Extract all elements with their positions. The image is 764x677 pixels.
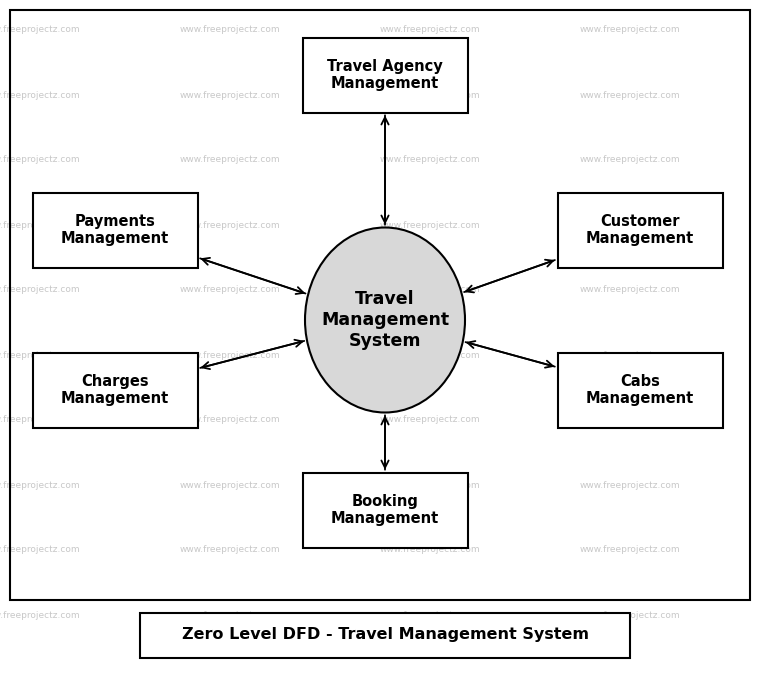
Text: Travel Agency
Management: Travel Agency Management: [327, 59, 443, 91]
Text: www.freeprojectz.com: www.freeprojectz.com: [380, 26, 481, 35]
Text: www.freeprojectz.com: www.freeprojectz.com: [0, 351, 81, 359]
Text: www.freeprojectz.com: www.freeprojectz.com: [380, 91, 481, 100]
Text: www.freeprojectz.com: www.freeprojectz.com: [180, 156, 280, 165]
Text: www.freeprojectz.com: www.freeprojectz.com: [380, 156, 481, 165]
Text: www.freeprojectz.com: www.freeprojectz.com: [380, 611, 481, 619]
Text: www.freeprojectz.com: www.freeprojectz.com: [0, 26, 81, 35]
Text: Payments
Management: Payments Management: [61, 214, 169, 246]
Text: www.freeprojectz.com: www.freeprojectz.com: [380, 416, 481, 424]
Text: www.freeprojectz.com: www.freeprojectz.com: [580, 26, 681, 35]
Text: Travel
Management
System: Travel Management System: [321, 290, 449, 350]
Bar: [33, 192, 198, 267]
Text: www.freeprojectz.com: www.freeprojectz.com: [380, 286, 481, 294]
Text: www.freeprojectz.com: www.freeprojectz.com: [0, 91, 81, 100]
Bar: [303, 473, 468, 548]
Text: www.freeprojectz.com: www.freeprojectz.com: [380, 351, 481, 359]
Text: Cabs
Management: Cabs Management: [586, 374, 694, 406]
Text: www.freeprojectz.com: www.freeprojectz.com: [180, 351, 280, 359]
Text: www.freeprojectz.com: www.freeprojectz.com: [0, 416, 81, 424]
Text: www.freeprojectz.com: www.freeprojectz.com: [180, 611, 280, 619]
Text: www.freeprojectz.com: www.freeprojectz.com: [0, 286, 81, 294]
Text: Zero Level DFD - Travel Management System: Zero Level DFD - Travel Management Syste…: [182, 628, 588, 642]
Text: www.freeprojectz.com: www.freeprojectz.com: [0, 546, 81, 554]
Text: www.freeprojectz.com: www.freeprojectz.com: [580, 546, 681, 554]
Text: www.freeprojectz.com: www.freeprojectz.com: [580, 286, 681, 294]
Text: www.freeprojectz.com: www.freeprojectz.com: [180, 26, 280, 35]
Text: www.freeprojectz.com: www.freeprojectz.com: [380, 546, 481, 554]
Bar: [140, 613, 630, 657]
Text: www.freeprojectz.com: www.freeprojectz.com: [580, 156, 681, 165]
Text: Customer
Management: Customer Management: [586, 214, 694, 246]
Text: www.freeprojectz.com: www.freeprojectz.com: [0, 481, 81, 489]
Text: www.freeprojectz.com: www.freeprojectz.com: [180, 286, 280, 294]
Text: www.freeprojectz.com: www.freeprojectz.com: [0, 156, 81, 165]
Text: www.freeprojectz.com: www.freeprojectz.com: [580, 351, 681, 359]
Ellipse shape: [305, 227, 465, 412]
Bar: [558, 192, 723, 267]
Text: www.freeprojectz.com: www.freeprojectz.com: [580, 416, 681, 424]
Text: www.freeprojectz.com: www.freeprojectz.com: [580, 91, 681, 100]
Text: www.freeprojectz.com: www.freeprojectz.com: [180, 546, 280, 554]
Text: Charges
Management: Charges Management: [61, 374, 169, 406]
Bar: [10, 10, 750, 600]
Bar: [303, 37, 468, 112]
Text: www.freeprojectz.com: www.freeprojectz.com: [180, 481, 280, 489]
Text: www.freeprojectz.com: www.freeprojectz.com: [180, 91, 280, 100]
Text: www.freeprojectz.com: www.freeprojectz.com: [0, 221, 81, 230]
Text: www.freeprojectz.com: www.freeprojectz.com: [180, 416, 280, 424]
Text: www.freeprojectz.com: www.freeprojectz.com: [0, 611, 81, 619]
Text: www.freeprojectz.com: www.freeprojectz.com: [380, 221, 481, 230]
Text: www.freeprojectz.com: www.freeprojectz.com: [580, 221, 681, 230]
Text: Booking
Management: Booking Management: [331, 494, 439, 526]
Text: www.freeprojectz.com: www.freeprojectz.com: [580, 481, 681, 489]
Text: www.freeprojectz.com: www.freeprojectz.com: [580, 611, 681, 619]
Bar: [558, 353, 723, 427]
Text: www.freeprojectz.com: www.freeprojectz.com: [180, 221, 280, 230]
Text: www.freeprojectz.com: www.freeprojectz.com: [380, 481, 481, 489]
Bar: [33, 353, 198, 427]
